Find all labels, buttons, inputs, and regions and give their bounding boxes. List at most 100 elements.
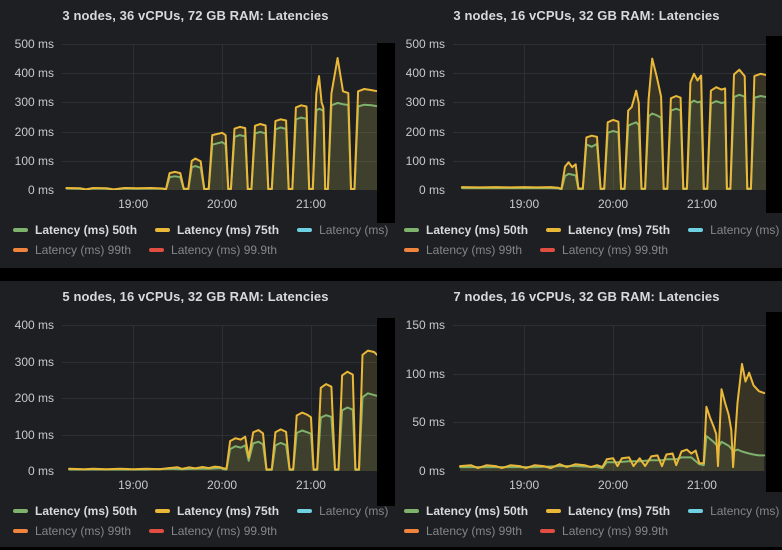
y-axis-label: 0 ms xyxy=(27,183,54,197)
x-axis-label: 21:00 xyxy=(686,478,717,492)
legend-item-label: Latency (ms) 75th xyxy=(568,504,671,518)
y-axis-label: 100 ms xyxy=(405,153,445,168)
x-axis-label: 20:00 xyxy=(207,478,238,492)
series-line-50th xyxy=(68,392,388,471)
legend-item-75th[interactable]: Latency (ms) 75th xyxy=(155,504,279,518)
legend-item-95th[interactable]: Latency (ms) 95th xyxy=(688,223,782,237)
legend-item-label: Latency (ms) 99th xyxy=(426,524,523,538)
latency-panel: 5 nodes, 16 vCPUs, 32 GB RAM: Latencies 0… xyxy=(0,281,415,547)
legend-item-99th[interactable]: Latency (ms) 99th xyxy=(404,243,522,257)
legend-item-label: Latency (ms) 75th xyxy=(568,223,671,237)
chart-plot-area[interactable] xyxy=(62,44,391,190)
legend-series-dash xyxy=(149,529,165,533)
y-axis-label: 200 ms xyxy=(14,391,54,405)
legend-series-dash xyxy=(404,529,419,533)
legend-series-dash xyxy=(546,228,562,232)
legend-item-label: Latency (ms) 75th xyxy=(177,223,280,237)
legend-series-dash xyxy=(13,248,28,252)
legend-series-dash xyxy=(688,509,704,513)
legend-series-dash xyxy=(13,228,28,232)
legend-row: Latency (ms) 50th Latency (ms) 75th Latenc… xyxy=(13,501,415,521)
legend-item-label: Latency (ms) 99th xyxy=(35,524,132,538)
y-axis-label: 200 ms xyxy=(14,124,54,139)
x-axis-label: 20:00 xyxy=(207,197,238,211)
legend-series-dash xyxy=(404,248,419,252)
series-fill-75th xyxy=(461,58,780,190)
legend-series-dash xyxy=(540,529,556,533)
x-axis-label: 19:00 xyxy=(118,197,149,211)
redaction-overlay xyxy=(766,312,782,492)
redaction-overlay xyxy=(377,43,395,223)
legend-series-dash xyxy=(404,228,419,232)
panel-title[interactable]: 7 nodes, 16 vCPUs, 32 GB RAM: Latencies xyxy=(453,289,720,304)
series-line-75th xyxy=(68,349,388,471)
grid-lines xyxy=(453,325,782,471)
x-axis-label: 21:00 xyxy=(295,478,326,492)
legend: Latency (ms) 50th Latency (ms) 75th Latenc… xyxy=(404,501,782,541)
series-fill-50th xyxy=(461,94,780,190)
legend-item-99th[interactable]: Latency (ms) 99th xyxy=(13,243,131,257)
legend-item-50th[interactable]: Latency (ms) 50th xyxy=(404,223,528,237)
y-axis-label: 400 ms xyxy=(14,318,54,332)
legend-item-50th[interactable]: Latency (ms) 50th xyxy=(13,504,137,518)
panel-title[interactable]: 5 nodes, 16 vCPUs, 32 GB RAM: Latencies xyxy=(62,289,329,304)
legend-series-dash xyxy=(540,248,556,252)
x-axis-label: 20:00 xyxy=(598,197,629,211)
legend-item-95th[interactable]: Latency (ms) 95th xyxy=(688,504,782,518)
y-axis-label: 50 ms xyxy=(412,415,445,430)
legend-item-75th[interactable]: Latency (ms) 75th xyxy=(546,504,670,518)
legend-item-99.9th[interactable]: Latency (ms) 99.9th xyxy=(540,243,668,257)
series-fill-75th xyxy=(69,350,387,471)
legend-item-label: Latency (ms) 75th xyxy=(177,504,280,518)
legend-series-dash xyxy=(13,509,28,513)
y-axis-label: 300 ms xyxy=(14,95,54,110)
legend-series-dash xyxy=(546,509,562,513)
panel-title[interactable]: 3 nodes, 16 vCPUs, 32 GB RAM: Latencies xyxy=(453,8,720,23)
y-axis-label: 300 ms xyxy=(405,95,445,110)
legend-item-label: Latency (ms) 50th xyxy=(35,504,138,518)
chart-plot-area[interactable] xyxy=(62,325,391,471)
series-fill-50th xyxy=(460,436,765,471)
y-axis-label: 200 ms xyxy=(405,124,445,139)
y-axis-label: 0 ms xyxy=(27,464,54,478)
y-axis-label: 0 ms xyxy=(418,464,445,478)
legend-item-75th[interactable]: Latency (ms) 75th xyxy=(155,223,279,237)
legend-item-75th[interactable]: Latency (ms) 75th xyxy=(546,223,670,237)
x-axis-label: 21:00 xyxy=(686,197,717,211)
legend-series-dash xyxy=(297,509,313,513)
chart-plot-area[interactable] xyxy=(453,44,782,190)
grid-lines xyxy=(62,44,391,190)
legend: Latency (ms) 50th Latency (ms) 75th Latenc… xyxy=(13,220,415,260)
chart-plot-area[interactable] xyxy=(453,325,782,471)
legend-row: Latency (ms) 50th Latency (ms) 75th Latenc… xyxy=(404,220,782,240)
legend-item-label: Latency (ms) 99.9th xyxy=(562,524,669,538)
x-axis-label: 19:00 xyxy=(118,478,149,492)
legend-item-50th[interactable]: Latency (ms) 50th xyxy=(404,504,528,518)
legend-series-dash xyxy=(297,228,313,232)
latency-panel: 3 nodes, 16 vCPUs, 32 GB RAM: Latencies 0… xyxy=(391,0,782,268)
legend-item-99th[interactable]: Latency (ms) 99th xyxy=(13,524,131,538)
legend-row: Latency (ms) 99th Latency (ms) 99.9th xyxy=(404,240,778,260)
legend-item-label: Latency (ms) 95th xyxy=(710,223,782,237)
legend-item-label: Latency (ms) 99th xyxy=(35,243,132,257)
series-line-75th xyxy=(459,362,766,470)
y-axis-label: 100 ms xyxy=(14,153,54,168)
legend-item-50th[interactable]: Latency (ms) 50th xyxy=(13,223,137,237)
legend-item-99.9th[interactable]: Latency (ms) 99.9th xyxy=(540,524,668,538)
legend-item-99.9th[interactable]: Latency (ms) 99.9th xyxy=(149,524,277,538)
y-axis-label: 300 ms xyxy=(14,354,54,369)
legend-item-99th[interactable]: Latency (ms) 99th xyxy=(404,524,522,538)
series-fill-75th xyxy=(66,58,390,190)
latency-panel: 7 nodes, 16 vCPUs, 32 GB RAM: Latencies 0… xyxy=(391,281,782,547)
legend-series-dash xyxy=(149,248,165,252)
legend-row: Latency (ms) 99th Latency (ms) 99.9th xyxy=(13,240,387,260)
legend-item-label: Latency (ms) 50th xyxy=(426,504,529,518)
panel-title[interactable]: 3 nodes, 36 vCPUs, 72 GB RAM: Latencies xyxy=(62,8,329,23)
legend-row: Latency (ms) 50th Latency (ms) 75th Latenc… xyxy=(404,501,782,521)
legend-series-dash xyxy=(404,509,419,513)
legend-item-label: Latency (ms) 95th xyxy=(710,504,782,518)
legend-item-99.9th[interactable]: Latency (ms) 99.9th xyxy=(149,243,277,257)
series-fill-50th xyxy=(69,393,387,471)
legend-item-label: Latency (ms) 99.9th xyxy=(171,243,278,257)
